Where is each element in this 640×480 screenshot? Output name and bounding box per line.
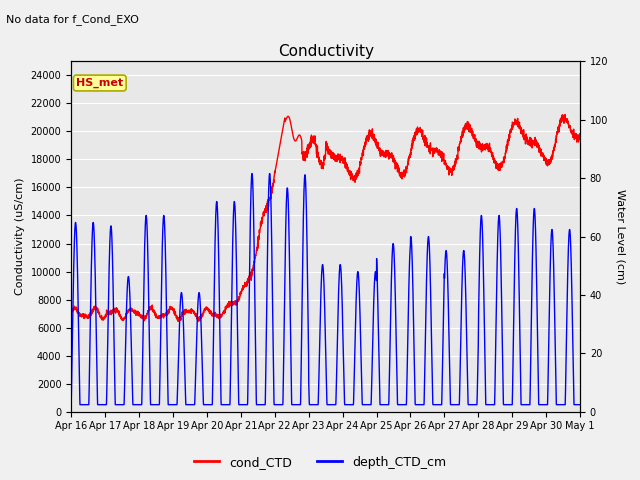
Y-axis label: Conductivity (uS/cm): Conductivity (uS/cm) (15, 178, 25, 295)
Y-axis label: Water Level (cm): Water Level (cm) (615, 189, 625, 284)
Text: HS_met: HS_met (76, 78, 124, 88)
Legend: cond_CTD, depth_CTD_cm: cond_CTD, depth_CTD_cm (189, 451, 451, 474)
Title: Conductivity: Conductivity (278, 44, 374, 59)
Text: No data for f_Cond_EXO: No data for f_Cond_EXO (6, 14, 140, 25)
